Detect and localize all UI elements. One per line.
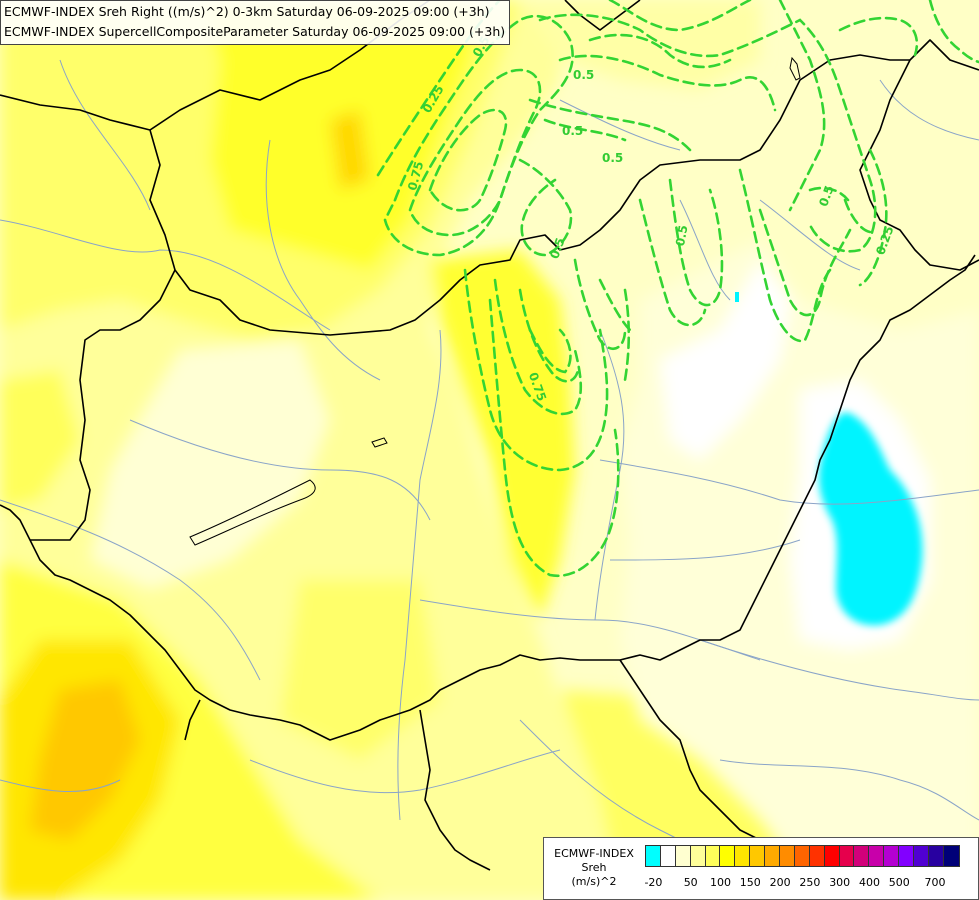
legend-swatch <box>928 846 944 866</box>
legend-color-bar <box>645 845 960 867</box>
legend-swatch <box>854 846 870 866</box>
legend-title: ECMWF-INDEX Sreh (m/s)^2 <box>546 847 642 889</box>
legend-title-unit: (m/s)^2 <box>571 875 617 888</box>
legend-label: 300 <box>829 876 851 889</box>
sreh-negative-area <box>818 412 923 626</box>
legend-swatch <box>780 846 795 866</box>
legend-title-source: ECMWF-INDEX <box>554 847 634 860</box>
legend-label: 50 <box>683 876 698 889</box>
header-line-sreh: ECMWF-INDEX Sreh Right ((m/s)^2) 0-3km S… <box>4 4 490 19</box>
legend-label: 500 <box>888 876 910 889</box>
legend-swatch <box>675 846 691 866</box>
header-line-scp: ECMWF-INDEX SupercellCompositeParameter … <box>4 24 506 39</box>
legend-swatch <box>809 846 825 866</box>
legend-swatch <box>750 846 766 866</box>
color-legend: ECMWF-INDEX Sreh (m/s)^2 -20 50 100 150 200 2… <box>543 837 979 900</box>
contour-label: 0.5 <box>573 68 594 82</box>
map-header: ECMWF-INDEX Sreh Right ((m/s)^2) 0-3km S… <box>0 0 511 45</box>
legend-label: 250 <box>799 876 821 889</box>
contour-label: 0.5 <box>562 124 583 138</box>
legend-swatch <box>660 846 676 866</box>
legend-label: 100 <box>710 876 731 889</box>
legend-swatch <box>646 846 661 866</box>
legend-title-variable: Sreh <box>581 861 607 874</box>
legend-swatch <box>765 846 781 866</box>
legend-swatch <box>839 846 855 866</box>
contour-label: 0.5 <box>547 236 567 261</box>
legend-swatch <box>794 846 810 866</box>
legend-label: 400 <box>859 876 880 889</box>
contour-label: 0.5 <box>673 224 690 247</box>
contour-label: 0.5 <box>816 184 836 209</box>
legend-label: -20 <box>644 876 663 889</box>
legend-swatch <box>869 846 885 866</box>
legend-swatch <box>705 846 721 866</box>
legend-swatch <box>690 846 706 866</box>
legend-label: 200 <box>769 876 791 889</box>
legend-swatch <box>884 846 900 866</box>
contour-label: 0.5 <box>602 151 623 165</box>
legend-swatch <box>899 846 915 866</box>
legend-swatch <box>735 846 751 866</box>
legend-swatch <box>943 846 959 866</box>
legend-label: 150 <box>739 876 761 889</box>
legend-label: 700 <box>924 876 946 889</box>
sreh-negative-spot <box>735 292 739 302</box>
legend-swatch <box>720 846 736 866</box>
borders <box>0 0 979 871</box>
lakes <box>189 56 801 546</box>
scp-contours <box>376 0 979 578</box>
legend-swatch <box>914 846 929 866</box>
legend-swatch <box>824 846 840 866</box>
